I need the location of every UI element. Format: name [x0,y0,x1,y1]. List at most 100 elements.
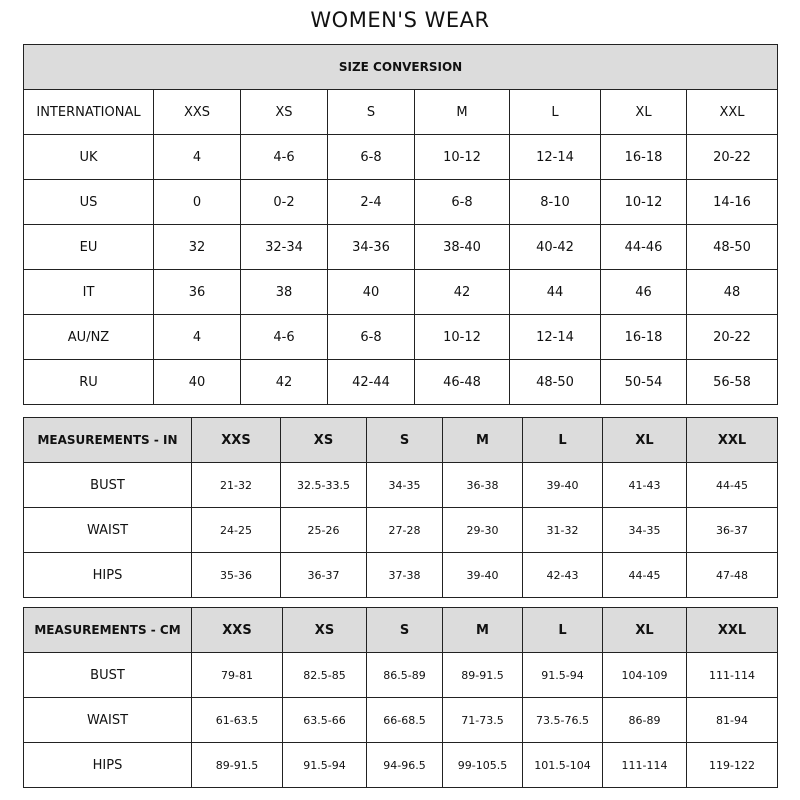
table-cell: 94-96.5 [366,742,443,788]
table-row: EU 32 32-34 34-36 38-40 40-42 44-46 48-50 [23,224,779,270]
table-cell: 4-6 [240,134,328,180]
table-cell: 31-32 [522,507,603,553]
table-cell: 46-48 [414,359,510,405]
table-row: US 0 0-2 2-4 6-8 8-10 10-12 14-16 [23,179,779,225]
table-cell: 16-18 [600,314,687,360]
table-cell: L [522,417,603,463]
table-row: WAIST 61-63.5 63.5-66 66-68.5 71-73.5 73.5-76… [23,697,778,743]
table-cell: 79-81 [191,652,283,698]
table-cell: 16-18 [600,134,687,180]
table-cell: 35-36 [191,552,281,598]
table-cell: 50-54 [600,359,687,405]
table-cell: 29-30 [442,507,523,553]
table-cell: 10-12 [414,134,510,180]
header-row: MEASUREMENTS - CM XXS XS S M L XL XXL [23,607,778,653]
table-row: BUST 79-81 82.5-85 86.5-89 89-91.5 91.5-94 104… [23,652,778,698]
size-conversion-table: SIZE CONVERSION INTERNATIONAL XXS XS S M L XL X… [22,44,779,405]
table-cell: XS [280,417,367,463]
table-cell: 25-26 [280,507,367,553]
table-cell: 10-12 [600,179,687,225]
table-cell: 42-43 [522,552,603,598]
header-row: MEASUREMENTS - IN XXS XS S M L XL XXL [23,417,778,463]
row-label: MEASUREMENTS - IN [23,417,192,463]
table-row: HIPS 89-91.5 91.5-94 94-96.5 99-105.5 101.5-1… [23,742,778,788]
table-cell: 48-50 [509,359,601,405]
table-cell: XXS [191,417,281,463]
table-cell: 6-8 [327,134,415,180]
table-cell: 4 [153,134,241,180]
table-row: AU/NZ 4 4-6 6-8 10-12 12-14 16-18 20-22 [23,314,779,360]
table-cell: 4 [153,314,241,360]
table-cell: 40 [327,269,415,315]
table-cell: 34-36 [327,224,415,270]
row-label: HIPS [23,742,192,788]
table-cell: XXL [685,89,779,135]
table-cell: 36-37 [280,552,367,598]
row-label: INTERNATIONAL [23,89,154,135]
table-cell: 66-68.5 [366,697,443,743]
table-cell: XL [600,89,687,135]
table-cell: 56-58 [685,359,779,405]
table-cell: 47-48 [686,552,778,598]
table-cell: 40-42 [509,224,601,270]
table-cell: S [327,89,415,135]
table-row: UK 4 4-6 6-8 10-12 12-14 16-18 20-22 [23,134,779,180]
table-cell: 89-91.5 [442,652,523,698]
table-cell: 38 [240,269,328,315]
table-cell: 119-122 [686,742,778,788]
table-cell: 63.5-66 [282,697,367,743]
table-cell: 20-22 [685,134,779,180]
table-cell: 14-16 [685,179,779,225]
row-label: IT [23,269,154,315]
table-cell: 91.5-94 [522,652,603,698]
table-cell: XXL [686,417,778,463]
table-cell: 2-4 [327,179,415,225]
table-cell: 27-28 [366,507,443,553]
table-cell: 0 [153,179,241,225]
table-cell: L [509,89,601,135]
table-cell: S [366,607,443,653]
table-cell: 42-44 [327,359,415,405]
table-cell: 44-45 [602,552,687,598]
table-row: BUST 21-32 32.5-33.5 34-35 36-38 39-40 41-43 44… [23,462,778,508]
table-cell: 42 [414,269,510,315]
table-cell: 39-40 [442,552,523,598]
row-label: AU/NZ [23,314,154,360]
table-cell: M [414,89,510,135]
table-cell: 40 [153,359,241,405]
table-cell: XL [602,607,687,653]
table-cell: 111-114 [602,742,687,788]
table-cell: 20-22 [685,314,779,360]
table-row: HIPS 35-36 36-37 37-38 39-40 42-43 44-45 47-48 [23,552,778,598]
table-cell: 34-35 [602,507,687,553]
table-cell: 6-8 [327,314,415,360]
measurements-in-table: MEASUREMENTS - IN XXS XS S M L XL XXL BUST 21-32 3… [23,417,778,598]
row-label: WAIST [23,507,192,553]
table-cell: 0-2 [240,179,328,225]
table-cell: 32-34 [240,224,328,270]
table-cell: 38-40 [414,224,510,270]
row-label: BUST [23,462,192,508]
measurements-cm-table: MEASUREMENTS - CM XXS XS S M L XL XXL BUST 79-81 8… [23,607,778,788]
table-cell: 24-25 [191,507,281,553]
table-cell: XL [602,417,687,463]
table-cell: XXS [191,607,283,653]
table-cell: 8-10 [509,179,601,225]
row-label: MEASUREMENTS - CM [23,607,192,653]
table-cell: 39-40 [522,462,603,508]
table-cell: L [522,607,603,653]
table-cell: XXL [686,607,778,653]
table-cell: 81-94 [686,697,778,743]
row-label: BUST [23,652,192,698]
table-cell: 101.5-104 [522,742,603,788]
page-title: WOMEN'S WEAR [310,8,490,32]
table-cell: 73.5-76.5 [522,697,603,743]
table-cell: 82.5-85 [282,652,367,698]
table-cell: 48 [685,269,779,315]
size-conversion-header: SIZE CONVERSION [22,44,779,90]
table-cell: S [366,417,443,463]
table-cell: 61-63.5 [191,697,283,743]
row-label: US [23,179,154,225]
table-cell: 42 [240,359,328,405]
table-row: WAIST 24-25 25-26 27-28 29-30 31-32 34-35 36-37 [23,507,778,553]
